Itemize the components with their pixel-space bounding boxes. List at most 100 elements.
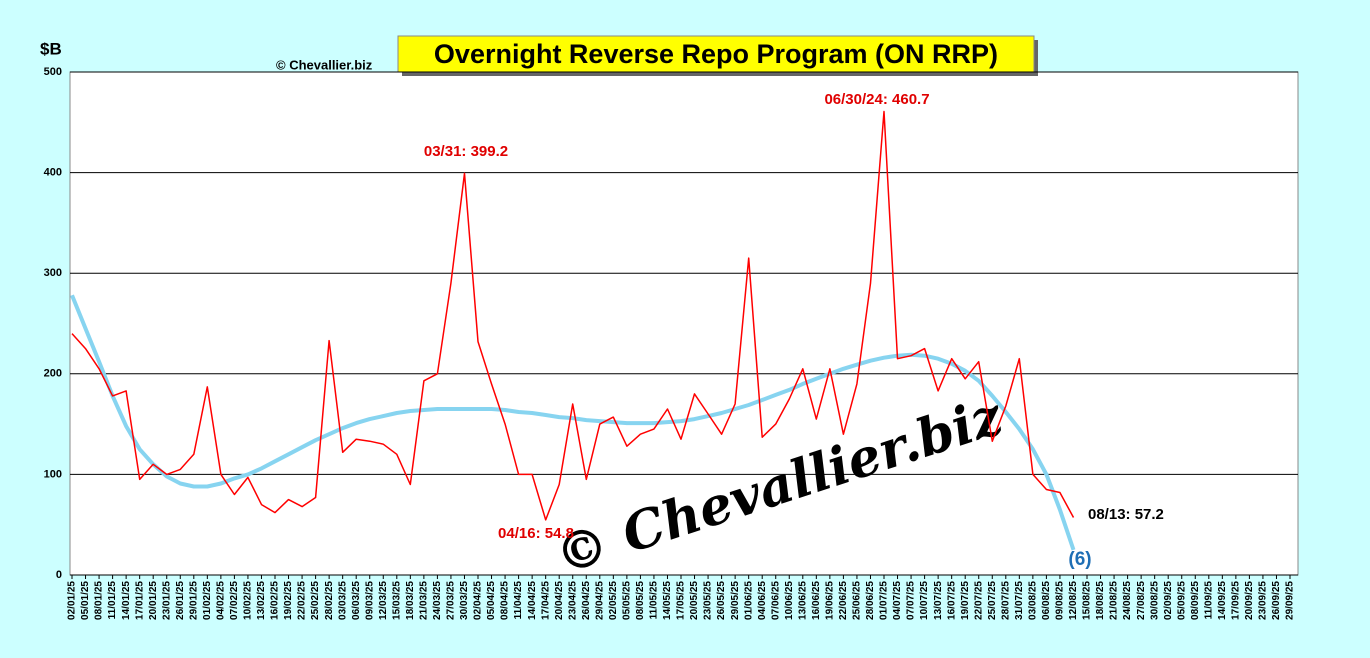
x-tick-label: 18/08/25 xyxy=(1095,581,1106,620)
x-tick-label: 08/09/25 xyxy=(1190,581,1201,620)
x-tick-label: 27/03/25 xyxy=(446,581,457,620)
x-tick-label: 11/09/25 xyxy=(1203,581,1214,620)
x-tick-label: 01/02/25 xyxy=(202,581,213,620)
x-tick-label: 22/02/25 xyxy=(297,581,308,620)
x-tick-label: 11/01/25 xyxy=(107,581,118,620)
x-tick-label: 13/07/25 xyxy=(933,581,944,620)
x-tick-label: 14/09/25 xyxy=(1217,581,1228,620)
x-tick-label: 10/06/25 xyxy=(784,581,795,620)
x-tick-label: 20/04/25 xyxy=(554,581,565,620)
x-tick-label: 15/03/25 xyxy=(391,581,402,620)
x-tick-label: 24/08/25 xyxy=(1122,581,1133,620)
x-tick-label: 09/08/25 xyxy=(1055,581,1066,620)
y-tick-label: 200 xyxy=(44,368,62,380)
x-tick-label: 04/02/25 xyxy=(216,581,227,620)
x-tick-label: 09/03/25 xyxy=(364,581,375,620)
x-tick-label: 01/06/25 xyxy=(743,581,754,620)
y-tick-label: 500 xyxy=(44,66,62,78)
x-tick-label: 28/02/25 xyxy=(324,581,335,620)
x-tick-label: 15/08/25 xyxy=(1082,581,1093,620)
x-tick-label: 21/03/25 xyxy=(419,581,430,620)
y-tick-label: 300 xyxy=(44,267,62,279)
title-box xyxy=(397,35,1035,73)
x-tick-label: 28/07/25 xyxy=(1000,581,1011,620)
x-tick-label: 13/06/25 xyxy=(797,581,808,620)
x-tick-label: 01/07/25 xyxy=(879,581,890,620)
x-tick-label: 31/07/25 xyxy=(1014,581,1025,620)
x-tick-label: 05/04/25 xyxy=(486,581,497,620)
x-tick-label: 02/09/25 xyxy=(1163,581,1174,620)
x-tick-label: 12/08/25 xyxy=(1068,581,1079,620)
x-tick-label: 12/03/25 xyxy=(378,581,389,620)
x-tick-label: 08/01/25 xyxy=(94,581,105,620)
x-tick-label: 13/02/25 xyxy=(256,581,267,620)
x-tick-label: 19/02/25 xyxy=(283,581,294,620)
x-tick-label: 14/05/25 xyxy=(662,581,673,620)
x-tick-label: 19/06/25 xyxy=(825,581,836,620)
x-tick-label: 22/06/25 xyxy=(838,581,849,620)
x-tick-label: 02/04/25 xyxy=(473,581,484,620)
x-tick-label: 20/01/25 xyxy=(148,581,159,620)
x-tick-label: 26/04/25 xyxy=(581,581,592,620)
annotation: (6) xyxy=(1068,549,1091,570)
x-tick-label: 29/04/25 xyxy=(594,581,605,620)
x-tick-label: 05/09/25 xyxy=(1176,581,1187,620)
x-tick-label: 07/07/25 xyxy=(906,581,917,620)
x-tick-label: 11/04/25 xyxy=(513,581,524,620)
x-tick-label: 17/05/25 xyxy=(676,581,687,620)
x-tick-label: 28/06/25 xyxy=(865,581,876,620)
y-tick-label: 0 xyxy=(56,569,62,581)
annotation: 06/30/24: 460.7 xyxy=(824,91,929,108)
x-tick-label: 03/08/25 xyxy=(1028,581,1039,620)
x-tick-label: 21/08/25 xyxy=(1109,581,1120,620)
x-tick-label: 14/01/25 xyxy=(121,581,132,620)
x-tick-label: 25/07/25 xyxy=(987,581,998,620)
x-tick-label: 11/05/25 xyxy=(649,581,660,620)
x-tick-label: 10/07/25 xyxy=(919,581,930,620)
annotation: 03/31: 399.2 xyxy=(424,143,508,160)
y-tick-label: 400 xyxy=(44,167,62,179)
x-tick-label: 17/01/25 xyxy=(134,581,145,620)
x-tick-label: 19/07/25 xyxy=(960,581,971,620)
x-tick-label: 08/05/25 xyxy=(635,581,646,620)
x-tick-label: 04/06/25 xyxy=(757,581,768,620)
x-tick-label: 25/06/25 xyxy=(852,581,863,620)
x-tick-label: 17/04/25 xyxy=(540,581,551,620)
x-tick-label: 23/09/25 xyxy=(1258,581,1269,620)
x-tick-label: 29/01/25 xyxy=(188,581,199,620)
x-tick-label: 04/07/25 xyxy=(892,581,903,620)
x-tick-label: 29/09/25 xyxy=(1285,581,1296,620)
plot-area xyxy=(69,71,1299,576)
x-tick-label: 30/08/25 xyxy=(1149,581,1160,620)
y-axis-label: $B xyxy=(40,39,62,58)
x-tick-label: 05/05/25 xyxy=(622,581,633,620)
x-tick-label: 26/01/25 xyxy=(175,581,186,620)
x-tick-label: 16/07/25 xyxy=(946,581,957,620)
x-tick-label: 16/06/25 xyxy=(811,581,822,620)
x-tick-label: 06/08/25 xyxy=(1041,581,1052,620)
x-tick-label: 26/05/25 xyxy=(716,581,727,620)
x-tick-label: 02/05/25 xyxy=(608,581,619,620)
x-tick-label: 08/04/25 xyxy=(500,581,511,620)
x-tick-label: 14/04/25 xyxy=(527,581,538,620)
x-tick-label: 23/05/25 xyxy=(703,581,714,620)
x-tick-label: 30/03/25 xyxy=(459,581,470,620)
x-tick-label: 10/02/25 xyxy=(243,581,254,620)
series-line xyxy=(70,294,1076,551)
x-tick-label: 25/02/25 xyxy=(310,581,321,620)
x-tick-label: 24/03/25 xyxy=(432,581,443,620)
x-tick-label: 23/01/25 xyxy=(161,581,172,620)
x-tick-label: 02/01/25 xyxy=(67,581,78,620)
x-tick-label: 22/07/25 xyxy=(973,581,984,620)
x-tick-label: 06/03/25 xyxy=(351,581,362,620)
x-tick-label: 29/05/25 xyxy=(730,581,741,620)
x-tick-label: 17/09/25 xyxy=(1231,581,1242,620)
x-tick-label: 03/03/25 xyxy=(337,581,348,620)
chart-title: Overnight Reverse Repo Program (ON RRP) xyxy=(434,39,998,69)
x-tick-label: 16/02/25 xyxy=(270,581,281,620)
x-tick-label: 05/01/25 xyxy=(80,581,91,620)
series-line xyxy=(71,110,1075,521)
x-tick-label: 07/02/25 xyxy=(229,581,240,620)
x-tick-label: 27/08/25 xyxy=(1136,581,1147,620)
